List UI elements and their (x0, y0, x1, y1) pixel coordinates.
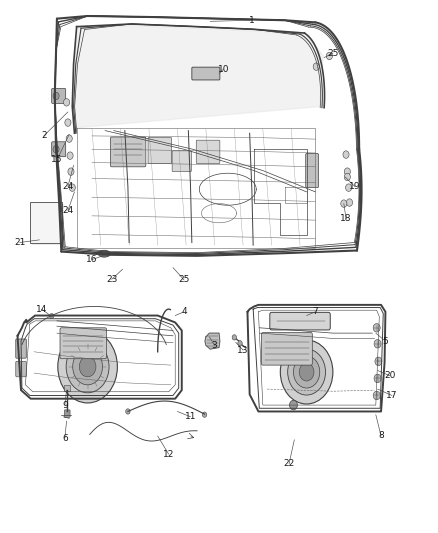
Circle shape (313, 63, 319, 70)
Text: 10: 10 (218, 65, 229, 74)
Circle shape (344, 168, 350, 175)
Circle shape (69, 184, 75, 191)
Text: 3: 3 (212, 341, 218, 350)
Text: 6: 6 (62, 434, 68, 442)
Text: 25: 25 (327, 49, 339, 58)
Text: 18: 18 (340, 214, 352, 223)
FancyBboxPatch shape (32, 204, 64, 245)
Circle shape (293, 356, 320, 388)
Text: 12: 12 (163, 450, 174, 458)
Circle shape (67, 152, 73, 159)
Circle shape (73, 349, 102, 385)
Circle shape (373, 324, 380, 332)
Text: 25: 25 (178, 276, 190, 284)
Text: 17: 17 (386, 391, 398, 400)
FancyBboxPatch shape (16, 361, 26, 377)
Text: 2: 2 (41, 132, 46, 140)
Text: 4: 4 (181, 308, 187, 316)
FancyBboxPatch shape (270, 312, 330, 330)
FancyBboxPatch shape (110, 137, 146, 167)
Circle shape (375, 357, 382, 366)
Text: 16: 16 (86, 255, 98, 264)
Circle shape (58, 330, 117, 403)
Text: 9: 9 (62, 401, 68, 409)
Text: 11: 11 (185, 413, 196, 421)
Circle shape (299, 363, 314, 381)
Text: 13: 13 (237, 346, 249, 354)
Circle shape (346, 199, 353, 206)
Circle shape (66, 341, 109, 393)
FancyBboxPatch shape (52, 88, 66, 103)
Text: 23: 23 (106, 275, 117, 284)
Text: 5: 5 (382, 337, 389, 345)
Circle shape (64, 99, 70, 106)
Text: 24: 24 (62, 206, 74, 215)
Text: 20: 20 (384, 372, 396, 380)
Circle shape (346, 184, 352, 191)
Circle shape (343, 151, 349, 158)
Circle shape (232, 335, 237, 340)
Text: 15: 15 (51, 156, 63, 164)
FancyBboxPatch shape (192, 67, 220, 80)
Circle shape (374, 340, 381, 348)
Circle shape (202, 412, 207, 417)
Circle shape (326, 52, 332, 60)
Text: 21: 21 (14, 238, 25, 247)
Circle shape (373, 391, 380, 400)
FancyBboxPatch shape (64, 410, 70, 417)
FancyBboxPatch shape (306, 154, 318, 188)
Circle shape (288, 349, 325, 395)
Circle shape (68, 168, 74, 175)
Text: 8: 8 (378, 432, 384, 440)
Polygon shape (205, 333, 220, 349)
Circle shape (374, 374, 381, 383)
FancyBboxPatch shape (148, 138, 172, 164)
FancyBboxPatch shape (261, 333, 312, 365)
FancyBboxPatch shape (64, 385, 70, 391)
FancyBboxPatch shape (16, 339, 26, 358)
Text: 7: 7 (312, 308, 318, 316)
Circle shape (290, 400, 297, 410)
Text: 24: 24 (62, 182, 74, 191)
Polygon shape (74, 26, 323, 128)
Text: 1: 1 (249, 16, 255, 25)
Circle shape (66, 135, 72, 142)
Text: 14: 14 (36, 305, 47, 313)
Circle shape (79, 357, 96, 377)
Circle shape (65, 119, 71, 126)
FancyBboxPatch shape (30, 202, 62, 243)
Circle shape (49, 313, 54, 319)
Circle shape (126, 409, 130, 414)
Circle shape (238, 341, 242, 346)
Text: 22: 22 (283, 459, 295, 468)
Circle shape (344, 173, 350, 181)
FancyBboxPatch shape (172, 151, 191, 172)
Ellipse shape (98, 250, 110, 257)
Circle shape (280, 340, 333, 404)
Text: 19: 19 (349, 182, 360, 191)
Circle shape (53, 92, 59, 100)
FancyBboxPatch shape (60, 328, 106, 359)
Circle shape (341, 200, 347, 207)
Circle shape (53, 146, 59, 153)
FancyBboxPatch shape (52, 142, 66, 157)
FancyBboxPatch shape (196, 140, 220, 164)
